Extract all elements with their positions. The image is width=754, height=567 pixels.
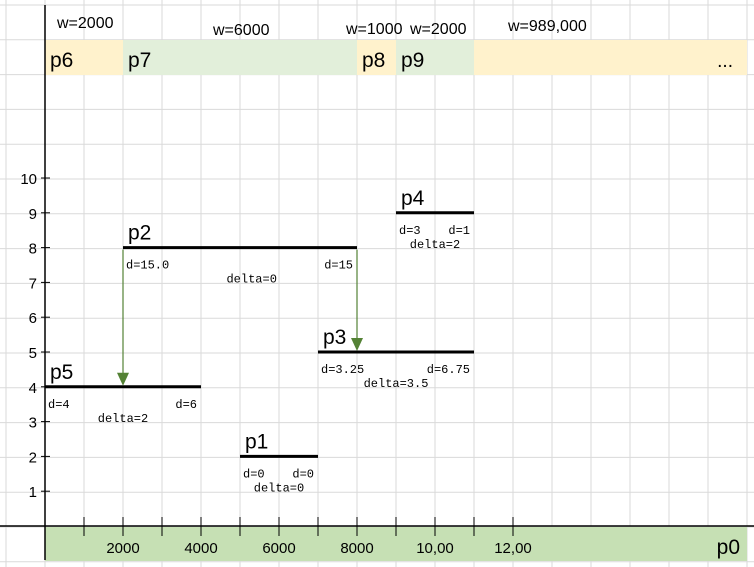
y-tick-label: 1 xyxy=(29,484,37,501)
x-tick-label: 6000 xyxy=(262,540,295,557)
segment-name: p3 xyxy=(323,326,346,349)
segment-d-left: d=4 xyxy=(48,398,70,412)
top-partition-bands: p6 p7 p8 p9 ... w=2000 w=6000 w=1000 w=2000 w=989… xyxy=(45,15,747,75)
axis-label-p0: p0 xyxy=(717,536,740,559)
segment-p2: p2 d=15.0 d=15 delta=0 xyxy=(123,222,357,287)
y-tick-label: 6 xyxy=(29,310,37,327)
arrow-p2-to-p5 xyxy=(117,249,129,386)
segment-d-left: d=15.0 xyxy=(126,259,169,273)
segment-d-right: d=6.75 xyxy=(427,363,470,377)
partition-band-2 xyxy=(123,40,357,75)
segment-d-right: d=1 xyxy=(448,224,470,238)
segment-name: p5 xyxy=(50,361,73,384)
arrow-p2-to-p3 xyxy=(351,249,363,351)
segment-d-right: d=0 xyxy=(292,467,314,481)
segment-name: p2 xyxy=(128,222,151,245)
partition-name-3: p8 xyxy=(362,49,385,72)
x-tick-label: 12,00 xyxy=(494,540,532,557)
partition-name-5: ... xyxy=(717,51,733,72)
segment-d-left: d=3.25 xyxy=(321,363,364,377)
x-tick-label: 8000 xyxy=(340,540,373,557)
segment-d-left: d=0 xyxy=(243,467,265,481)
segment-delta: delta=0 xyxy=(226,273,276,287)
x-tick-label: 4000 xyxy=(184,540,217,557)
partition-width-label-1: w=2000 xyxy=(56,15,114,32)
y-tick-label: 9 xyxy=(29,206,37,223)
y-tick-label: 7 xyxy=(29,275,37,292)
segment-delta: delta=2 xyxy=(98,412,148,426)
y-tick-label: 4 xyxy=(29,380,37,397)
segment-name: p1 xyxy=(245,430,268,453)
partition-width-label-3: w=1000 xyxy=(345,21,403,38)
axes: 1 2 3 4 5 6 7 8 9 10 2000 4000 6000 8000 10,00 12,00 xyxy=(0,5,754,560)
x-tick-label: 10,00 xyxy=(416,540,454,557)
partition-name-1: p6 xyxy=(50,49,73,72)
partition-band-3 xyxy=(357,40,396,75)
segment-name: p4 xyxy=(401,187,425,210)
y-tick-label: 3 xyxy=(29,415,37,432)
arrow-head xyxy=(351,338,363,351)
partition-name-2: p7 xyxy=(128,49,151,72)
segment-delta: delta=2 xyxy=(410,238,460,252)
partition-band-4 xyxy=(396,40,474,75)
segment-p5: p5 d=4 d=6 delta=2 xyxy=(45,361,201,426)
partition-width-label-2: w=6000 xyxy=(212,22,270,39)
y-tick-label: 10 xyxy=(20,171,37,188)
partition-band-5 xyxy=(474,40,747,75)
partition-band-1 xyxy=(45,40,123,75)
y-tick-label: 8 xyxy=(29,241,37,258)
segment-d-right: d=15 xyxy=(324,259,353,273)
partition-name-4: p9 xyxy=(401,49,424,72)
x-tick-label: 2000 xyxy=(106,540,139,557)
segment-delta: delta=0 xyxy=(254,481,304,495)
y-tick-label: 2 xyxy=(29,449,37,466)
partition-width-label-4: w=2000 xyxy=(409,21,467,38)
y-tick-label: 5 xyxy=(29,345,37,362)
segment-d-left: d=3 xyxy=(399,224,421,238)
arrow-head xyxy=(117,372,129,386)
arrows xyxy=(117,249,363,386)
partition-width-label-5: w=989,000 xyxy=(507,18,587,35)
segment-d-right: d=6 xyxy=(175,398,197,412)
segment-delta: delta=3.5 xyxy=(364,377,429,391)
